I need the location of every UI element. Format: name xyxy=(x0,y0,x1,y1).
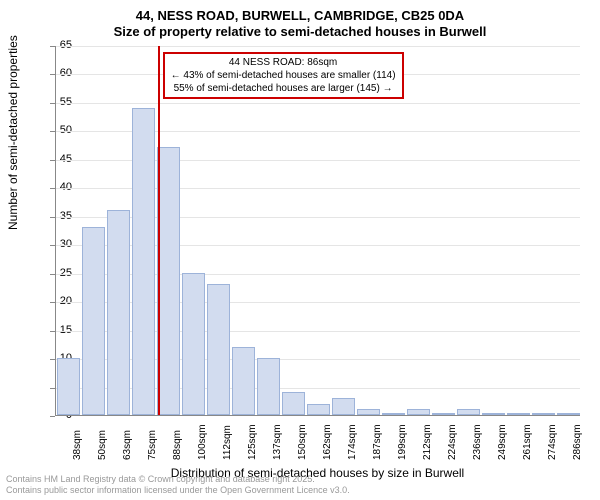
bar xyxy=(382,413,406,415)
x-tick-label: 63sqm xyxy=(122,430,133,460)
bar xyxy=(482,413,506,415)
bar xyxy=(457,409,481,415)
chart-container: 44, NESS ROAD, BURWELL, CAMBRIDGE, CB25 … xyxy=(0,0,600,500)
x-tick-label: 137sqm xyxy=(272,424,283,460)
annotation-line2: ← 43% of semi-detached houses are smalle… xyxy=(171,69,396,82)
bar xyxy=(107,210,131,415)
chart-title-line2: Size of property relative to semi-detach… xyxy=(0,24,600,39)
annotation-line1: 44 NESS ROAD: 86sqm xyxy=(171,56,396,69)
bar xyxy=(557,413,581,415)
bar xyxy=(232,347,256,415)
x-tick-label: 88sqm xyxy=(172,430,183,460)
x-tick-label: 100sqm xyxy=(197,424,208,460)
chart-title-line1: 44, NESS ROAD, BURWELL, CAMBRIDGE, CB25 … xyxy=(0,8,600,23)
plot-area xyxy=(55,46,580,416)
x-tick-label: 236sqm xyxy=(472,424,483,460)
x-tick-label: 224sqm xyxy=(447,424,458,460)
x-tick-label: 125sqm xyxy=(247,424,258,460)
x-tick-label: 75sqm xyxy=(147,430,158,460)
bar xyxy=(532,413,556,415)
bar xyxy=(57,358,81,415)
bar xyxy=(282,392,306,415)
bar xyxy=(432,413,456,415)
attribution-line1: Contains HM Land Registry data © Crown c… xyxy=(6,474,350,485)
x-tick-label: 261sqm xyxy=(522,424,533,460)
bar xyxy=(257,358,281,415)
bar xyxy=(82,227,106,415)
x-tick-label: 38sqm xyxy=(72,430,83,460)
annotation-line3: 55% of semi-detached houses are larger (… xyxy=(171,82,396,95)
x-tick-label: 212sqm xyxy=(422,424,433,460)
bar xyxy=(307,404,331,415)
x-tick-label: 286sqm xyxy=(572,424,583,460)
attribution: Contains HM Land Registry data © Crown c… xyxy=(6,474,350,497)
x-tick-label: 112sqm xyxy=(222,425,233,460)
x-tick-label: 274sqm xyxy=(547,424,558,460)
attribution-line2: Contains public sector information licen… xyxy=(6,485,350,496)
bar xyxy=(507,413,531,415)
x-tick-label: 150sqm xyxy=(297,424,308,460)
y-axis-label: Number of semi-detached properties xyxy=(6,35,20,230)
x-tick-label: 199sqm xyxy=(397,424,408,460)
bar xyxy=(182,273,206,415)
x-tick-label: 187sqm xyxy=(372,424,383,460)
bar xyxy=(157,147,181,415)
bar xyxy=(357,409,381,415)
x-tick-label: 162sqm xyxy=(322,424,333,460)
x-tick-label: 174sqm xyxy=(347,424,358,460)
x-tick-label: 249sqm xyxy=(497,424,508,460)
x-tick-label: 50sqm xyxy=(97,430,108,460)
annotation-content: 44 NESS ROAD: 86sqm← 43% of semi-detache… xyxy=(163,52,404,99)
bar xyxy=(132,108,156,415)
bar xyxy=(332,398,356,415)
bar xyxy=(207,284,231,415)
bar xyxy=(407,409,431,415)
